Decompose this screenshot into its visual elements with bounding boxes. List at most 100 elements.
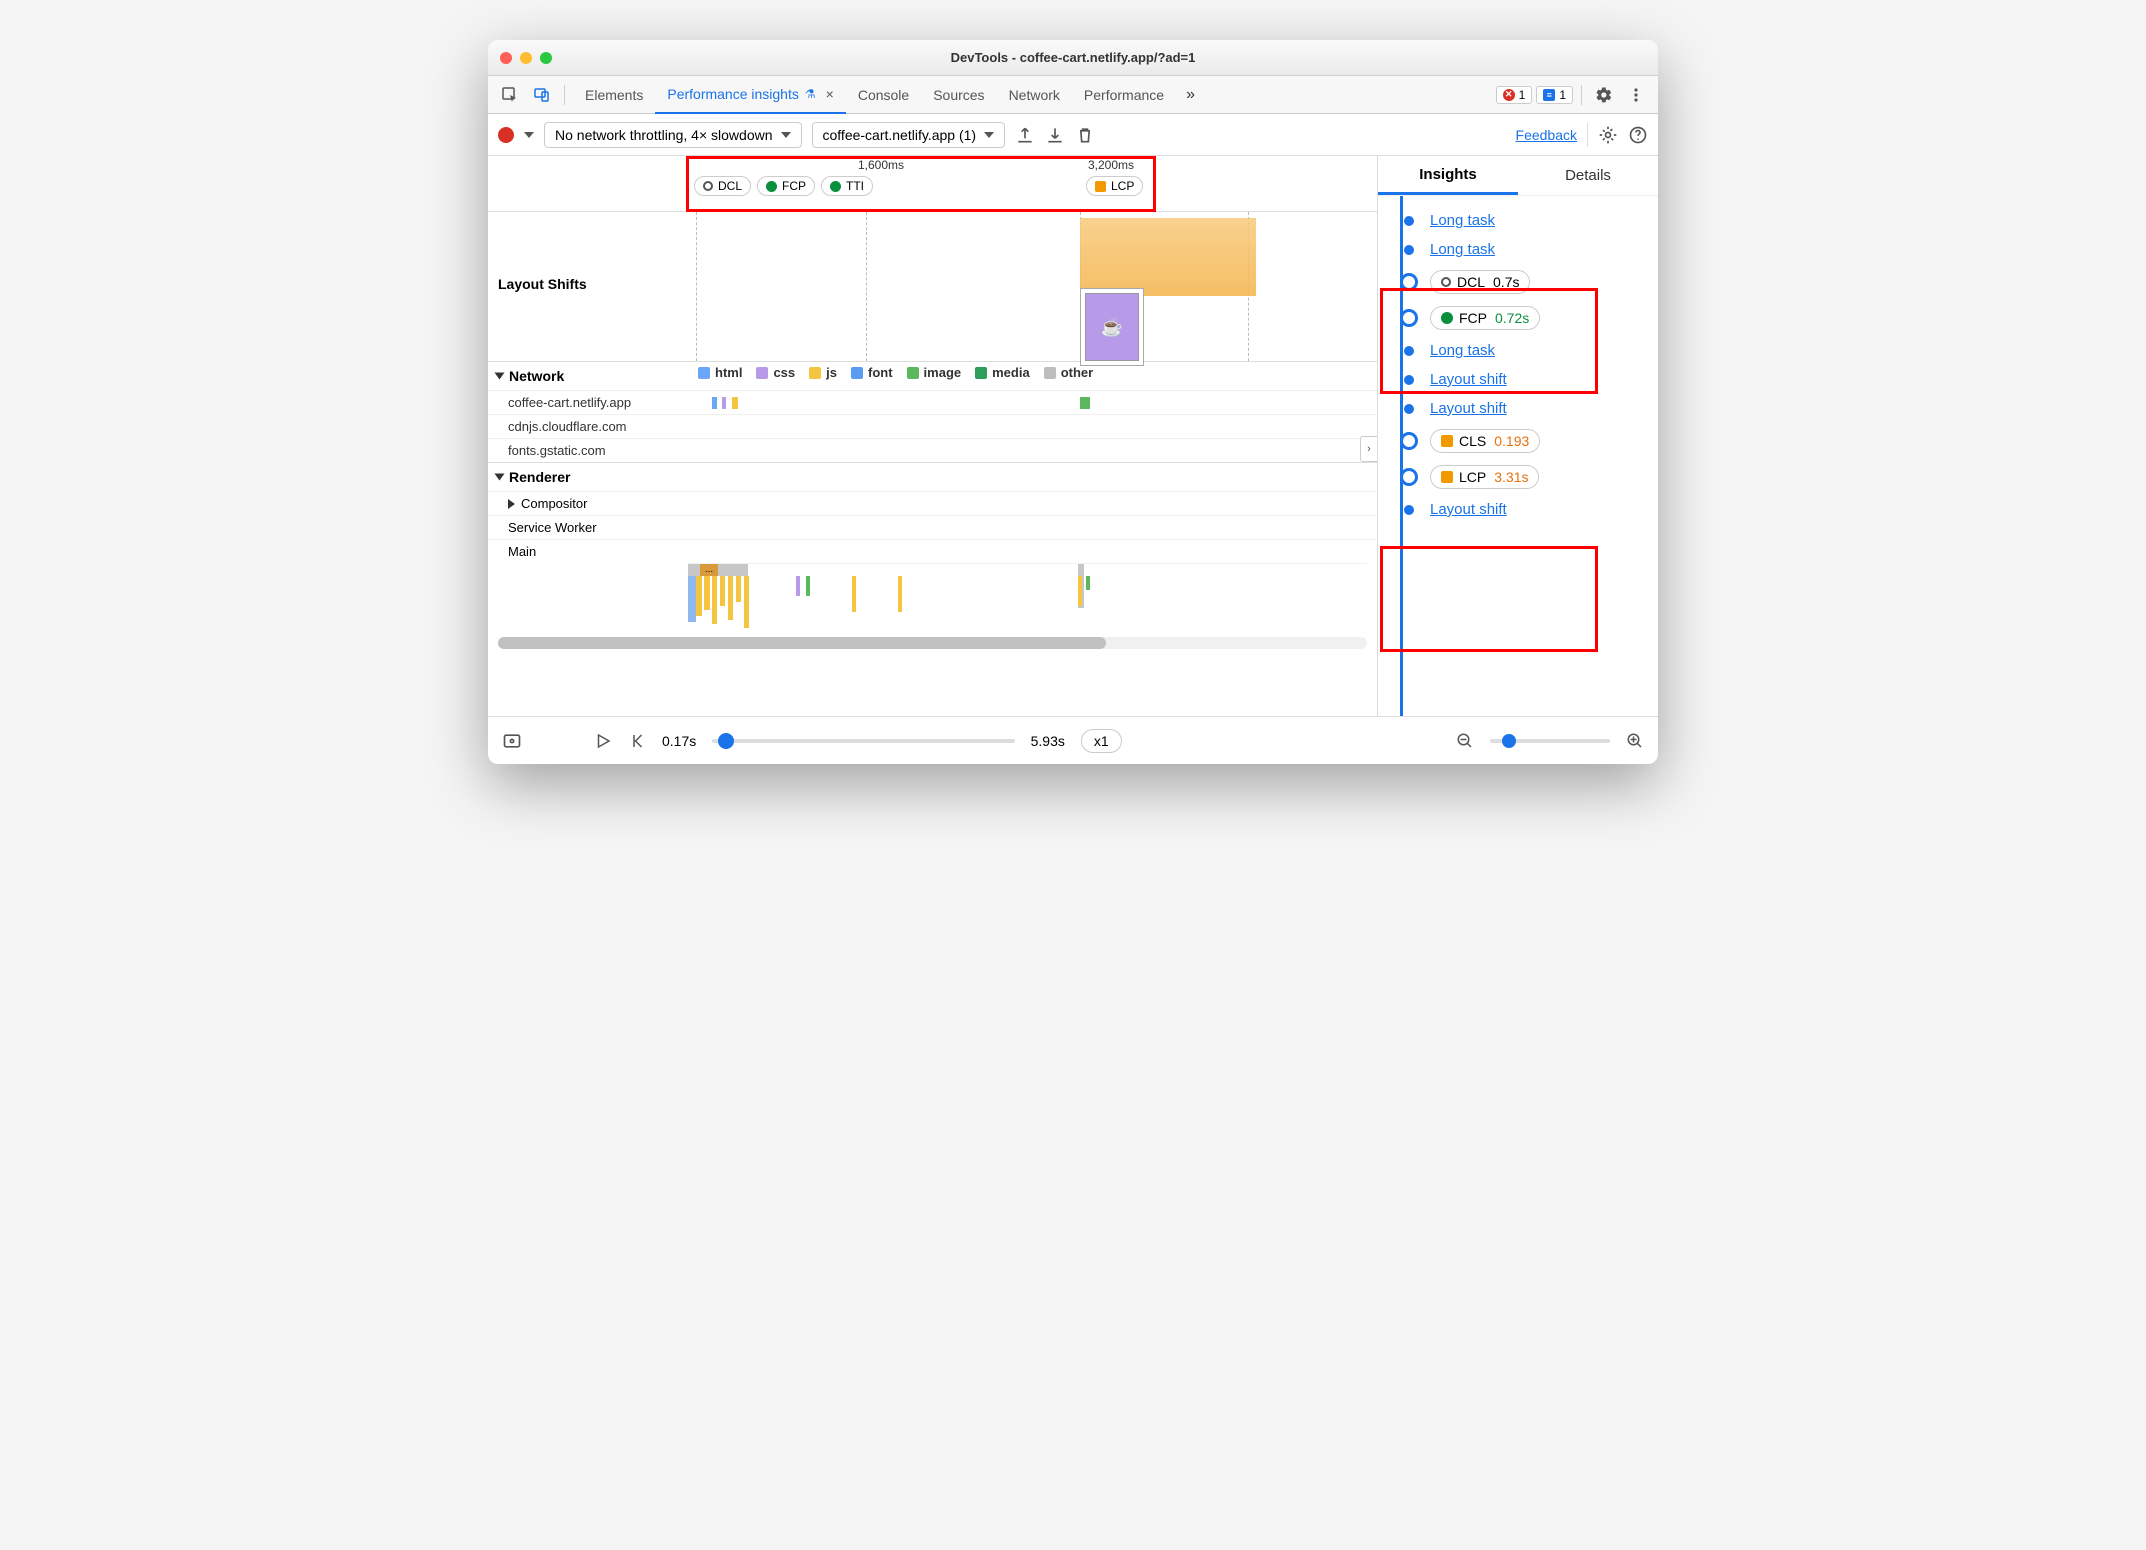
insights-panel: InsightsDetails Long task Long task DCL0.7…: [1378, 156, 1658, 716]
devtools-tabbar: ElementsPerformance insights⚗×ConsoleSou…: [488, 76, 1658, 114]
tab-sources[interactable]: Sources: [921, 76, 996, 113]
flame-bar[interactable]: [736, 576, 741, 602]
skip-back-icon[interactable]: [628, 732, 646, 750]
renderer-row-compositor[interactable]: Compositor: [488, 491, 1377, 515]
flame-bar[interactable]: [1078, 576, 1082, 606]
insights-tab-insights[interactable]: Insights: [1378, 156, 1518, 195]
download-icon[interactable]: [1045, 125, 1065, 145]
insight-link[interactable]: Long task: [1430, 342, 1495, 359]
insight-pill-lcp[interactable]: LCP3.31s: [1430, 465, 1539, 489]
kebab-menu-icon[interactable]: [1622, 81, 1650, 109]
tab-performance[interactable]: Performance: [1072, 76, 1176, 113]
flame-bar[interactable]: [688, 564, 748, 576]
request-bar[interactable]: [712, 397, 717, 409]
playback-slider[interactable]: [712, 739, 1014, 743]
feedback-link[interactable]: Feedback: [1516, 127, 1577, 143]
insight-item: Layout shift: [1386, 394, 1650, 423]
legend-html: html: [698, 365, 742, 380]
speed-pill[interactable]: x1: [1081, 729, 1122, 753]
flame-bar[interactable]: [898, 576, 902, 612]
renderer-row-main[interactable]: Main: [488, 539, 1377, 563]
flame-bar[interactable]: [728, 576, 733, 620]
help-icon[interactable]: [1628, 125, 1648, 145]
renderer-section: Renderer CompositorService WorkerMain ..…: [488, 463, 1377, 633]
upload-icon[interactable]: [1015, 125, 1035, 145]
throttling-select[interactable]: No network throttling, 4× slowdown: [544, 122, 802, 148]
legend-js: js: [809, 365, 837, 380]
network-legend: htmlcssjsfontimagemediaother: [698, 365, 1093, 380]
filmstrip[interactable]: Layout Shifts ☕: [488, 212, 1377, 362]
request-bar[interactable]: [1080, 397, 1090, 409]
info-badge[interactable]: ≡1: [1536, 86, 1573, 104]
flame-bar[interactable]: [704, 576, 710, 610]
flame-bar[interactable]: [1086, 576, 1090, 590]
request-bar[interactable]: [722, 397, 726, 409]
renderer-row-service-worker[interactable]: Service Worker: [488, 515, 1377, 539]
inspect-icon[interactable]: [496, 81, 524, 109]
preview-icon[interactable]: [502, 731, 522, 751]
flame-bar[interactable]: [852, 576, 856, 612]
insights-tab-details[interactable]: Details: [1518, 156, 1658, 195]
page-select[interactable]: coffee-cart.netlify.app (1): [812, 122, 1006, 148]
network-row[interactable]: cdnjs.cloudflare.com: [488, 414, 1377, 438]
error-badge[interactable]: ✕1: [1496, 86, 1533, 104]
zoom-in-icon[interactable]: [1626, 732, 1644, 750]
flame-bar[interactable]: [688, 576, 696, 622]
network-header[interactable]: Network htmlcssjsfontimagemediaother: [488, 362, 1377, 390]
network-section: Network htmlcssjsfontimagemediaother cof…: [488, 362, 1377, 463]
flame-bar[interactable]: [806, 576, 810, 596]
tab-elements[interactable]: Elements: [573, 76, 655, 113]
device-toggle-icon[interactable]: [528, 81, 556, 109]
network-label: Network: [509, 368, 564, 384]
record-menu[interactable]: [524, 132, 534, 138]
sidebar-toggle[interactable]: ›: [1360, 436, 1377, 462]
settings-icon[interactable]: [1590, 81, 1618, 109]
delete-icon[interactable]: [1075, 125, 1095, 145]
close-tab-icon[interactable]: ×: [826, 86, 834, 102]
insight-link[interactable]: Layout shift: [1430, 501, 1507, 518]
metric-pill-lcp[interactable]: LCP: [1086, 176, 1143, 196]
network-row[interactable]: fonts.gstatic.com: [488, 438, 1377, 462]
flame-bar[interactable]: [712, 576, 717, 624]
metric-pill-fcp[interactable]: FCP: [757, 176, 815, 196]
flame-bar[interactable]: [796, 576, 800, 596]
main-area: 1,600ms3,200msDCLFCPTTILCP Layout Shifts…: [488, 156, 1658, 716]
layout-shift-thumbnail[interactable]: ☕: [1080, 288, 1144, 366]
insight-link[interactable]: Layout shift: [1430, 371, 1507, 388]
network-row[interactable]: coffee-cart.netlify.app: [488, 390, 1377, 414]
legend-other: other: [1044, 365, 1094, 380]
flame-bar[interactable]: [744, 576, 749, 628]
devtools-window: DevTools - coffee-cart.netlify.app/?ad=1…: [488, 40, 1658, 764]
gear-icon[interactable]: [1598, 125, 1618, 145]
flame-bar[interactable]: ...: [700, 564, 718, 576]
time-gridline: [866, 212, 867, 361]
insights-list[interactable]: Long task Long task DCL0.7s FCP0.72s Long ta…: [1378, 196, 1658, 716]
titlebar: DevTools - coffee-cart.netlify.app/?ad=1: [488, 40, 1658, 76]
flame-chart[interactable]: ...: [688, 563, 1367, 633]
metric-pill-dcl[interactable]: DCL: [694, 176, 751, 196]
insight-link[interactable]: Long task: [1430, 241, 1495, 258]
zoom-slider[interactable]: [1490, 739, 1610, 743]
zoom-out-icon[interactable]: [1456, 732, 1474, 750]
tab-network[interactable]: Network: [997, 76, 1072, 113]
more-tabs[interactable]: »: [1180, 86, 1201, 104]
tab-performance-insights[interactable]: Performance insights⚗×: [655, 76, 845, 114]
flame-bar[interactable]: [720, 576, 725, 606]
perf-toolbar: No network throttling, 4× slowdown coffe…: [488, 114, 1658, 156]
renderer-header[interactable]: Renderer: [488, 463, 1377, 491]
insight-link[interactable]: Long task: [1430, 212, 1495, 229]
horizontal-scrollbar[interactable]: [498, 637, 1367, 649]
request-bar[interactable]: [732, 397, 738, 409]
time-ruler[interactable]: 1,600ms3,200msDCLFCPTTILCP: [488, 156, 1377, 212]
insight-pill-cls[interactable]: CLS0.193: [1430, 429, 1540, 453]
metric-pill-tti[interactable]: TTI: [821, 176, 873, 196]
flame-bar[interactable]: [696, 576, 702, 616]
insight-pill-fcp[interactable]: FCP0.72s: [1430, 306, 1540, 330]
play-icon[interactable]: [594, 732, 612, 750]
insight-link[interactable]: Layout shift: [1430, 400, 1507, 417]
insights-tabs: InsightsDetails: [1378, 156, 1658, 196]
tab-console[interactable]: Console: [846, 76, 921, 113]
insight-pill-dcl[interactable]: DCL0.7s: [1430, 270, 1530, 294]
record-button[interactable]: [498, 127, 514, 143]
insight-item: Long task: [1386, 336, 1650, 365]
